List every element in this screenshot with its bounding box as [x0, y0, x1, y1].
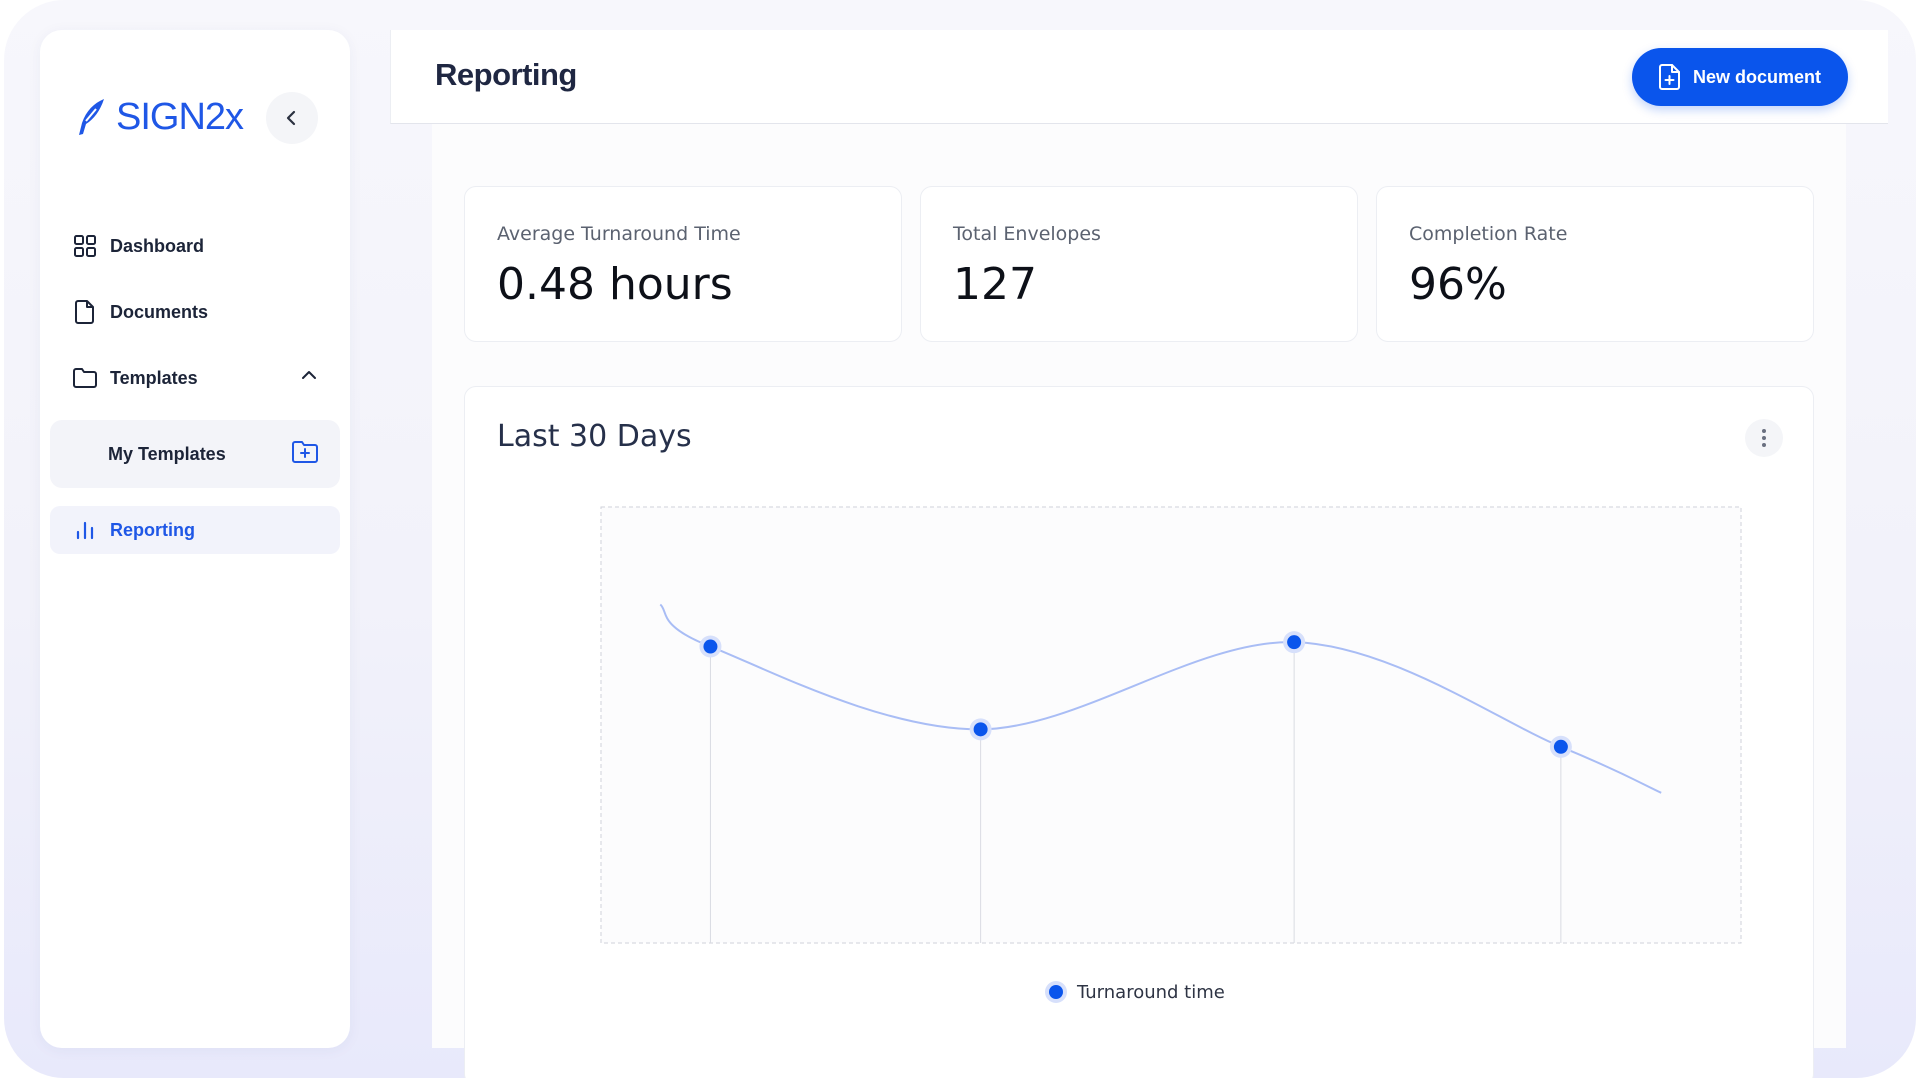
sidebar-item-label: Reporting	[110, 519, 195, 540]
bar-chart-icon	[72, 517, 98, 543]
file-plus-icon	[1658, 64, 1680, 90]
main-content: Average Turnaround Time 0.48 hours Total…	[432, 124, 1846, 1078]
sidebar-item-documents[interactable]: Documents	[50, 288, 340, 336]
stat-value: 0.48 hours	[497, 259, 733, 310]
top-bar: Reporting New document	[390, 30, 1888, 124]
kebab-menu-icon	[1762, 429, 1766, 447]
logo-text: SIGN2x	[116, 95, 244, 138]
more-options-button[interactable]	[1745, 419, 1783, 457]
stat-label: Average Turnaround Time	[497, 223, 741, 245]
new-document-label: New document	[1692, 66, 1821, 87]
data-point	[973, 722, 988, 737]
feather-logo-icon	[74, 97, 108, 137]
folder-plus-icon[interactable]	[292, 441, 318, 468]
folder-icon	[72, 365, 98, 391]
sidebar-item-label: My Templates	[108, 443, 226, 464]
chart-legend[interactable]: Turnaround time	[1045, 981, 1225, 1003]
stat-label: Completion Rate	[1409, 223, 1568, 245]
stat-value: 96%	[1409, 259, 1507, 310]
new-document-button[interactable]: New document	[1632, 48, 1848, 106]
collapse-sidebar-button[interactable]	[266, 92, 318, 144]
chevron-left-icon	[286, 110, 296, 126]
sidebar-item-label: Templates	[110, 367, 198, 388]
sidebar-item-label: Documents	[110, 301, 209, 322]
sidebar-nav: Dashboard Documents Templates	[40, 222, 350, 572]
legend-label: Turnaround time	[1077, 981, 1225, 1003]
sidebar: SIGN2x Dashboard	[40, 30, 350, 1048]
sidebar-item-label: Dashboard	[110, 235, 205, 256]
data-point	[703, 639, 718, 654]
line-chart	[600, 506, 1742, 944]
sidebar-item-reporting[interactable]: Reporting	[50, 506, 340, 554]
document-icon	[72, 299, 98, 325]
stat-label: Total Envelopes	[953, 223, 1101, 245]
logo[interactable]: SIGN2x	[74, 92, 244, 142]
stat-card-turnaround: Average Turnaround Time 0.48 hours	[464, 186, 902, 342]
grid-icon	[72, 233, 98, 259]
data-point	[1287, 635, 1302, 650]
chevron-up-icon[interactable]	[300, 366, 318, 389]
sidebar-item-templates[interactable]: Templates	[50, 354, 340, 402]
legend-marker	[1045, 981, 1067, 1003]
data-point	[1553, 739, 1568, 754]
chart-title: Last 30 Days	[497, 419, 692, 454]
app-window: SIGN2x Dashboard	[4, 0, 1916, 1078]
chart-card: Last 30 Days Turnaround time	[464, 386, 1814, 1078]
page-title: Reporting	[435, 57, 577, 92]
stat-card-completion: Completion Rate 96%	[1376, 186, 1814, 342]
plot-area	[600, 506, 1742, 944]
sidebar-item-my-templates[interactable]: My Templates	[50, 420, 340, 488]
sidebar-item-dashboard[interactable]: Dashboard	[50, 222, 340, 270]
stat-value: 127	[953, 259, 1037, 310]
stat-card-envelopes: Total Envelopes 127	[920, 186, 1358, 342]
